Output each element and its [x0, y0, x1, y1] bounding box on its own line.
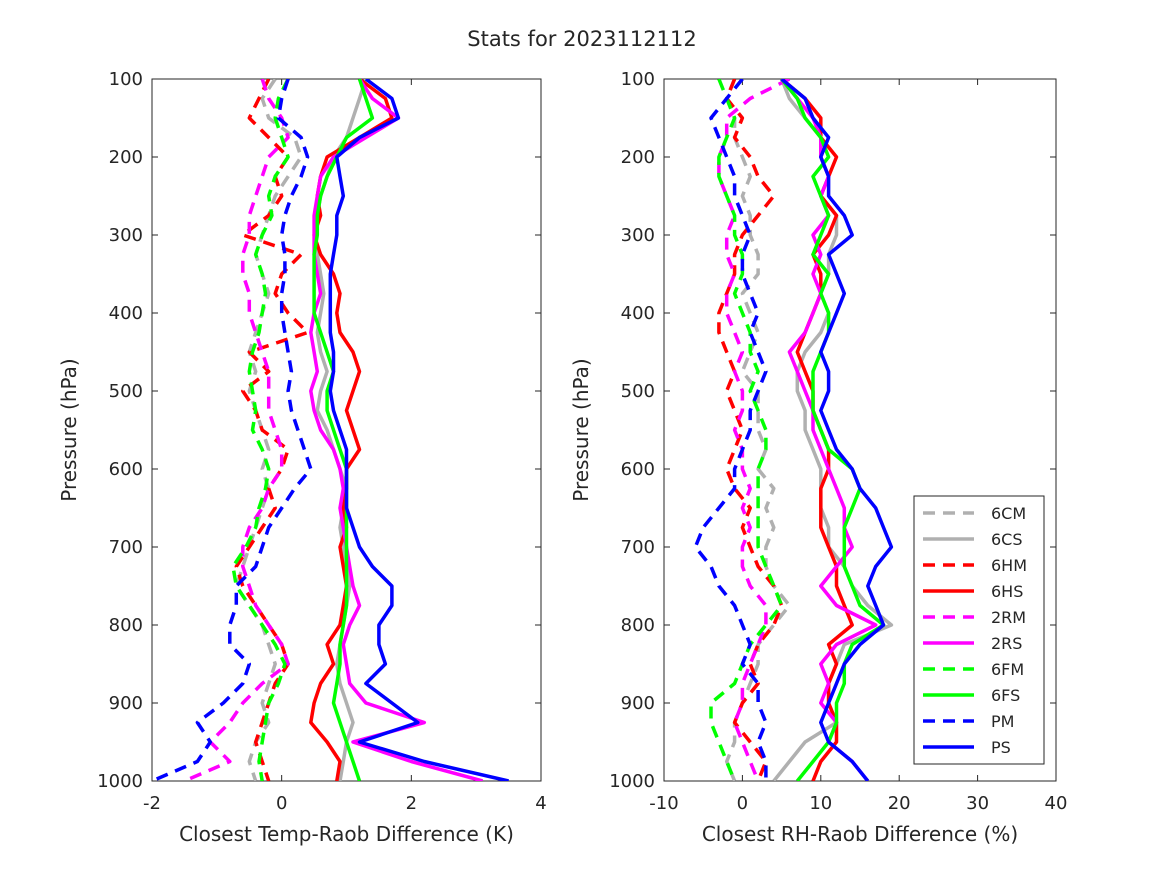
- series-line-6fs: [312, 79, 375, 781]
- x-tick-label: 40: [1045, 793, 1068, 814]
- series-line-6fm: [231, 79, 290, 781]
- y-tick-label: 200: [621, 147, 655, 168]
- x-tick-label: 4: [535, 793, 546, 814]
- plots-group: -2 0 2 41002003004005006007008009001000Clos…: [57, 69, 1067, 846]
- y-tick-label: 800: [109, 615, 143, 636]
- chart-panel-1: -2 0 2 4 100 200 300 400 500 600 700 800 900 1000 Clos…: [57, 69, 547, 846]
- y-tick-label: 400: [109, 303, 143, 324]
- y-tick-label: 900: [109, 693, 143, 714]
- series-line-2rm: [717, 79, 791, 781]
- y-axis-label: Pressure (hPa): [569, 358, 593, 501]
- legend-label-6hm: 6HM: [991, 556, 1027, 575]
- legend-label-2rs: 2RS: [991, 634, 1022, 653]
- y-tick-label: 1000: [609, 771, 655, 792]
- x-tick-label: -10: [649, 793, 678, 814]
- series-line-ps: [780, 79, 894, 781]
- y-tick-label: 700: [621, 537, 655, 558]
- x-tick-label: 30: [966, 793, 989, 814]
- y-tick-label: 600: [621, 459, 655, 480]
- y-tick-label: 300: [109, 225, 143, 246]
- legend-label-6fm: 6FM: [991, 660, 1024, 679]
- x-tick-label: -2: [143, 793, 161, 814]
- series-group: [693, 79, 894, 781]
- x-tick-label: 0: [276, 793, 287, 814]
- x-tick-label: 0: [737, 793, 748, 814]
- series-line-2rs: [309, 79, 484, 781]
- x-tick-label: 10: [809, 793, 832, 814]
- series-line-pm: [152, 79, 313, 781]
- series-line-6cm: [724, 79, 792, 781]
- y-tick-label: 500: [109, 381, 143, 402]
- figure-title: Stats for 2023112112: [467, 27, 696, 51]
- y-axis-label: Pressure (hPa): [57, 358, 81, 501]
- y-tick-label: 300: [621, 225, 655, 246]
- y-tick-label: 500: [621, 381, 655, 402]
- legend-label-6cs: 6CS: [991, 530, 1023, 549]
- y-tick-label: 100: [109, 69, 143, 90]
- axes-box: [151, 78, 542, 782]
- chart-panel-2: -10 0 10 20 30 40 100 200 300 400 500 600 700 800 900 1…: [569, 69, 1067, 846]
- legend: 6CM 6CS 6HM 6HS 2RM 2RS 6FM 6FS PM PS: [913, 495, 1045, 765]
- y-tick-label: 700: [109, 537, 143, 558]
- y-tick-label: 900: [621, 693, 655, 714]
- legend-label-ps: PS: [991, 738, 1011, 757]
- legend-box: [913, 495, 1045, 765]
- series-group: [152, 79, 509, 781]
- legend-label-pm: PM: [991, 712, 1014, 731]
- y-tick-label: 400: [621, 303, 655, 324]
- series-line-pm: [693, 79, 768, 781]
- legend-label-6cm: 6CM: [991, 504, 1026, 523]
- y-tick-label: 600: [109, 459, 143, 480]
- y-tick-label: 1000: [97, 771, 143, 792]
- legend-label-2rm: 2RM: [991, 608, 1026, 627]
- series-line-2rm: [183, 79, 290, 781]
- series-line-ps: [328, 79, 509, 781]
- legend-label-6fs: 6FS: [991, 686, 1020, 705]
- y-tick-label: 200: [109, 147, 143, 168]
- x-tick-label: 20: [888, 793, 911, 814]
- y-tick-label: 800: [621, 615, 655, 636]
- x-tick-label: 2: [406, 793, 417, 814]
- legend-label-6hs: 6HS: [991, 582, 1023, 601]
- y-tick-label: 100: [621, 69, 655, 90]
- x-axis-label: Closest Temp-Raob Difference (K): [179, 822, 514, 846]
- x-axis-label: Closest RH-Raob Difference (%): [702, 822, 1018, 846]
